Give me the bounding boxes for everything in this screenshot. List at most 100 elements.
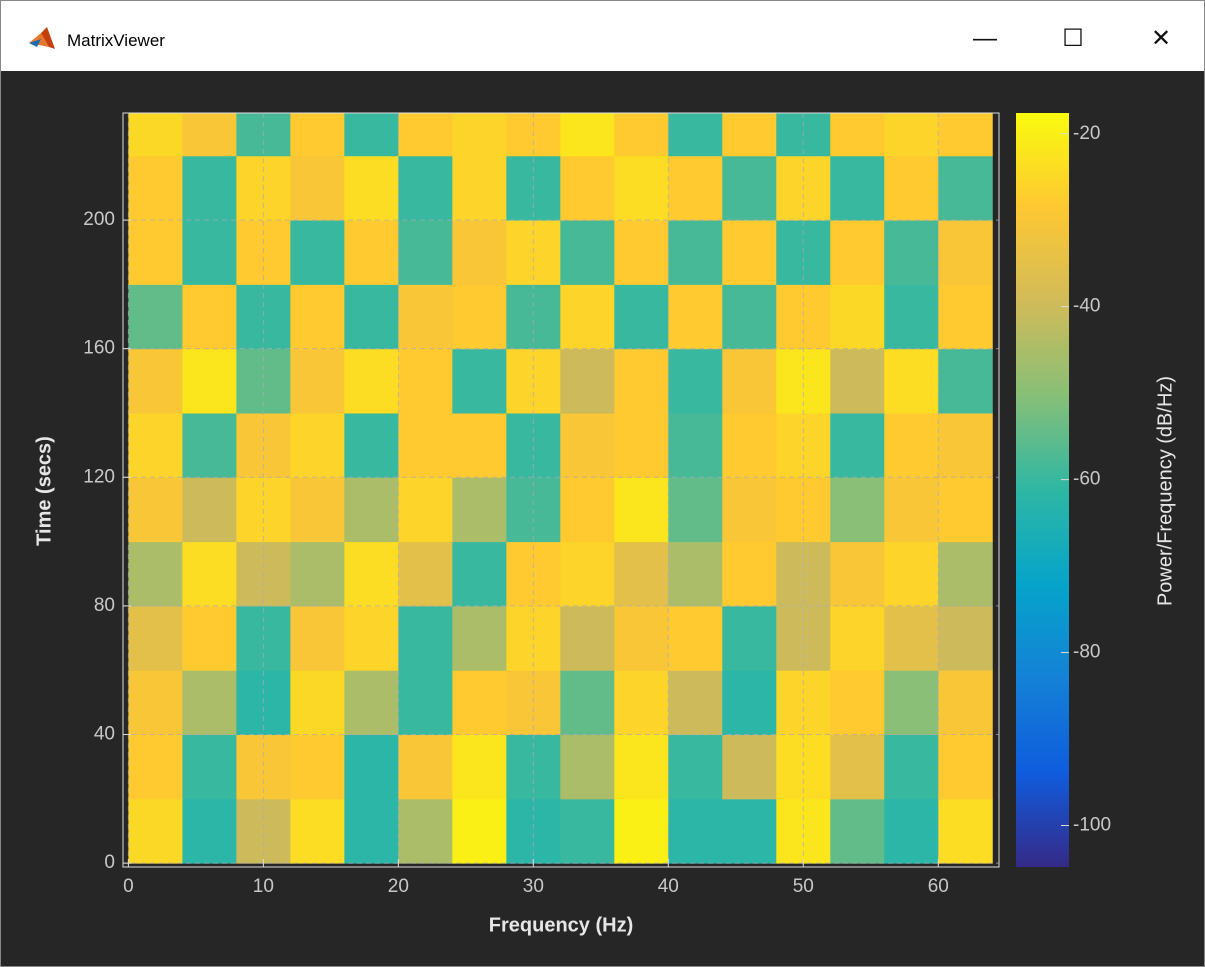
- heatmap-cell: [722, 348, 777, 414]
- heatmap-cell: [560, 605, 615, 671]
- heatmap-cell: [668, 541, 723, 607]
- heatmap-cell: [938, 284, 993, 350]
- heatmap-cell: [452, 155, 507, 221]
- heatmap-cell: [452, 477, 507, 543]
- heatmap-cell: [128, 412, 183, 478]
- heatmap-cell: [884, 605, 939, 671]
- heatmap-cell: [938, 477, 993, 543]
- heatmap-cell: [884, 113, 939, 157]
- heatmap-cell: [614, 477, 669, 543]
- maximize-button[interactable]: ☐: [1062, 25, 1084, 52]
- heatmap-cell: [884, 284, 939, 350]
- heatmap-cell: [344, 477, 399, 543]
- heatmap-cell: [290, 113, 345, 157]
- heatmap-cell: [452, 113, 507, 157]
- heatmap-cell: [128, 113, 183, 157]
- close-button[interactable]: ✕: [1150, 25, 1172, 52]
- heatmap-cell: [182, 220, 237, 285]
- heatmap-cell: [290, 220, 345, 285]
- heatmap-cell: [344, 670, 399, 736]
- heatmap-cell: [128, 798, 183, 864]
- heatmap-cell: [722, 670, 777, 736]
- heatmap-cell: [452, 670, 507, 736]
- heatmap-cell: [452, 798, 507, 864]
- heatmap-cell: [452, 220, 507, 285]
- x-axis-label: Frequency (Hz): [489, 914, 633, 936]
- heatmap-cell: [722, 113, 777, 157]
- heatmap-cell: [344, 412, 399, 478]
- y-tick-label: 200: [83, 209, 115, 230]
- heatmap-cell: [560, 477, 615, 543]
- heatmap-cell: [668, 798, 723, 864]
- heatmap-cell: [938, 113, 993, 157]
- heatmap-cell: [290, 734, 345, 800]
- heatmap-cell: [884, 412, 939, 478]
- heatmap-cell: [938, 220, 993, 285]
- heatmap-cell: [182, 348, 237, 414]
- heatmap-cell: [722, 477, 777, 543]
- heatmap-cell: [182, 798, 237, 864]
- heatmap-cell: [560, 155, 615, 221]
- heatmap-cell: [614, 412, 669, 478]
- heatmap-cell: [398, 605, 453, 671]
- heatmap-cell: [668, 412, 723, 478]
- heatmap-cell: [182, 734, 237, 800]
- heatmap-cell: [938, 412, 993, 478]
- heatmap-cell: [344, 348, 399, 414]
- heatmap-cell: [884, 798, 939, 864]
- heatmap-cell: [614, 798, 669, 864]
- heatmap-cell: [560, 348, 615, 414]
- heatmap-cell: [830, 348, 885, 414]
- heatmap-cell: [722, 734, 777, 800]
- x-tick-label: 60: [928, 876, 949, 897]
- heatmap-cell: [614, 541, 669, 607]
- heatmap-cell: [938, 670, 993, 736]
- heatmap-cell: [290, 412, 345, 478]
- title-bar: MatrixViewer — ☐ ✕: [1, 1, 1204, 71]
- heatmap-cell: [182, 284, 237, 350]
- heatmap-cell: [182, 605, 237, 671]
- heatmap-cell: [668, 284, 723, 350]
- heatmap-cell: [614, 284, 669, 350]
- x-tick-label: 0: [123, 876, 134, 897]
- heatmap-cell: [344, 155, 399, 221]
- minimize-button[interactable]: —: [973, 25, 997, 52]
- heatmap-cell: [614, 155, 669, 221]
- heatmap-cell: [722, 155, 777, 221]
- heatmap-cell: [128, 220, 183, 285]
- heatmap-cell: [398, 284, 453, 350]
- heatmap-cell: [830, 412, 885, 478]
- heatmap-cell: [938, 734, 993, 800]
- heatmap-cell: [830, 798, 885, 864]
- colorbar-tick-label: -20: [1073, 123, 1100, 144]
- heatmap-cell: [290, 541, 345, 607]
- heatmap-cell: [398, 113, 453, 157]
- colorbar-tick-label: -60: [1073, 469, 1100, 490]
- heatmap-cell: [938, 348, 993, 414]
- y-tick-label: 120: [83, 466, 115, 487]
- heatmap-cell: [182, 670, 237, 736]
- heatmap-cell: [830, 155, 885, 221]
- colorbar-tick-label: -80: [1073, 642, 1100, 663]
- x-tick-label: 10: [253, 876, 274, 897]
- colorbar: [1016, 113, 1069, 867]
- heatmap-cell: [722, 541, 777, 607]
- heatmap-cell: [722, 798, 777, 864]
- plot-frame: [122, 112, 1000, 868]
- heatmap-cell: [722, 605, 777, 671]
- heatmap-cell: [398, 734, 453, 800]
- heatmap-cell: [722, 220, 777, 285]
- heatmap-cell: [452, 605, 507, 671]
- x-tick-label: 20: [388, 876, 409, 897]
- heatmap-cell: [290, 605, 345, 671]
- heatmap-cell: [344, 605, 399, 671]
- heatmap-cell: [398, 477, 453, 543]
- colorbar-tick-label: -100: [1073, 815, 1111, 836]
- heatmap-cell: [830, 477, 885, 543]
- heatmap-cell: [128, 284, 183, 350]
- y-tick-label: 80: [94, 595, 115, 616]
- heatmap-cell: [668, 348, 723, 414]
- heatmap-cell: [614, 348, 669, 414]
- heatmap-cell: [884, 477, 939, 543]
- heatmap-cell: [290, 477, 345, 543]
